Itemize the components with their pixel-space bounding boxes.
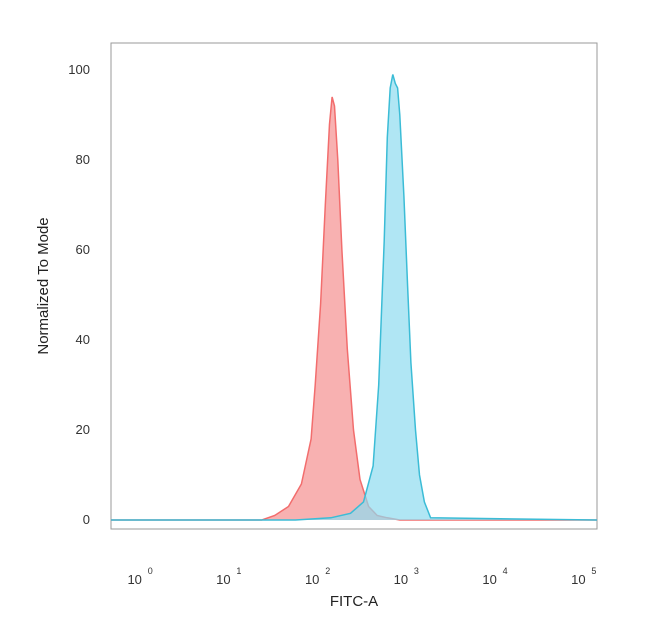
series-layer <box>111 74 598 521</box>
x-tick-exponent: 5 <box>591 566 596 576</box>
x-tick-base: 10 <box>482 572 496 587</box>
x-tick-base: 10 <box>216 572 230 587</box>
series-2-line <box>111 74 598 521</box>
x-axis-label: FITC-A <box>330 593 378 610</box>
y-axis-label: Normalized To Mode <box>35 217 52 354</box>
y-tick-label: 60 <box>76 242 90 257</box>
y-tick-label: 20 <box>76 422 90 437</box>
x-tick-exponent: 2 <box>325 566 330 576</box>
x-tick-base: 10 <box>394 572 408 587</box>
x-tick-exponent: 3 <box>414 566 419 576</box>
x-tick-base: 10 <box>127 572 141 587</box>
y-tick-label: 80 <box>76 152 90 167</box>
y-axis-ticks: 0 20 40 60 80 100 <box>68 62 90 527</box>
y-tick-label: 40 <box>76 332 90 347</box>
x-tick-exponent: 1 <box>236 566 241 576</box>
x-tick-base: 10 <box>571 572 585 587</box>
y-tick-label: 100 <box>68 62 90 77</box>
x-tick-base: 10 <box>305 572 319 587</box>
x-tick-exponent: 0 <box>148 566 153 576</box>
x-axis-ticks: 10 0 10 1 10 2 10 3 10 4 10 5 <box>127 566 596 587</box>
y-tick-label: 0 <box>83 512 90 527</box>
x-tick-exponent: 4 <box>503 566 508 576</box>
